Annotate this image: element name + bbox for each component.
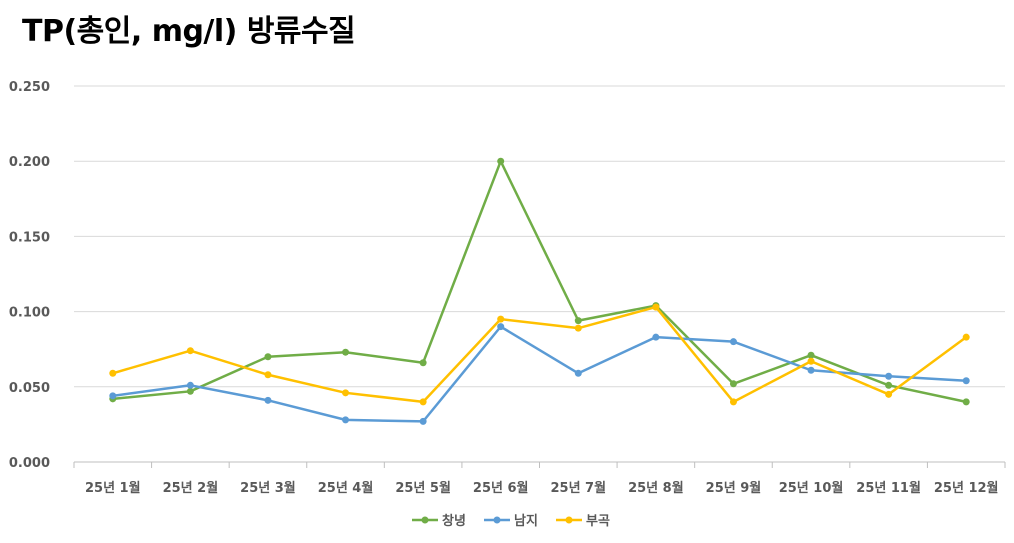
data-point — [962, 333, 970, 341]
series-line-창녕 — [112, 159, 967, 404]
data-point — [419, 417, 427, 425]
data-point — [962, 377, 970, 385]
chart-title: TP(총인, mg/l) 방류수질 — [22, 14, 356, 49]
data-point — [497, 315, 505, 323]
y-tick-label: 0.000 — [9, 456, 50, 471]
y-tick-label: 0.050 — [9, 381, 50, 396]
data-point — [574, 369, 582, 377]
data-point — [342, 389, 350, 397]
legend-label: 남지 — [514, 513, 538, 529]
data-point — [807, 366, 815, 374]
data-point — [729, 338, 737, 346]
x-tick-label: 25년 7월 — [550, 480, 606, 496]
data-point — [497, 157, 505, 165]
legend-label: 부곡 — [586, 514, 610, 529]
data-point — [264, 396, 272, 404]
x-tick-label: 25년 1월 — [85, 480, 141, 496]
data-point — [885, 381, 893, 389]
legend-marker — [493, 516, 501, 524]
data-point — [729, 380, 737, 388]
data-point — [186, 381, 194, 389]
data-point — [186, 347, 194, 355]
x-tick-label: 25년 6월 — [473, 480, 529, 496]
data-point — [807, 357, 815, 365]
y-tick-label: 0.200 — [9, 155, 50, 170]
data-point — [885, 390, 893, 398]
data-point — [652, 333, 660, 341]
legend-marker — [565, 516, 573, 524]
data-point — [885, 372, 893, 380]
series-line-부곡 — [112, 305, 967, 404]
data-point — [264, 353, 272, 361]
y-tick-label: 0.100 — [9, 306, 50, 321]
x-tick-label: 25년 5월 — [395, 480, 451, 496]
data-point — [574, 317, 582, 325]
data-point — [497, 323, 505, 331]
data-point — [419, 398, 427, 406]
x-tick-label: 25년 8월 — [628, 480, 684, 496]
x-tick-label: 25년 3월 — [240, 480, 296, 496]
data-point — [652, 303, 660, 311]
data-point — [109, 369, 117, 377]
data-point — [342, 348, 350, 356]
data-point — [962, 398, 970, 406]
legend-marker — [421, 516, 429, 524]
data-point — [419, 359, 427, 367]
x-tick-label: 25년 10월 — [779, 480, 844, 496]
x-tick-label: 25년 12월 — [934, 480, 999, 496]
data-point — [186, 387, 194, 395]
data-point — [342, 416, 350, 424]
x-tick-label: 25년 4월 — [318, 480, 374, 496]
y-tick-label: 0.150 — [9, 230, 50, 245]
data-point — [729, 398, 737, 406]
x-tick-label: 25년 11월 — [856, 480, 921, 496]
data-point — [109, 392, 117, 400]
data-point — [807, 351, 815, 359]
series-line-남지 — [112, 325, 967, 423]
x-tick-label: 25년 2월 — [163, 480, 219, 496]
data-point — [264, 371, 272, 379]
y-tick-label: 0.250 — [9, 80, 50, 95]
x-tick-label: 25년 9월 — [706, 480, 762, 496]
legend-label: 창녕 — [442, 513, 466, 529]
data-point — [574, 324, 582, 332]
